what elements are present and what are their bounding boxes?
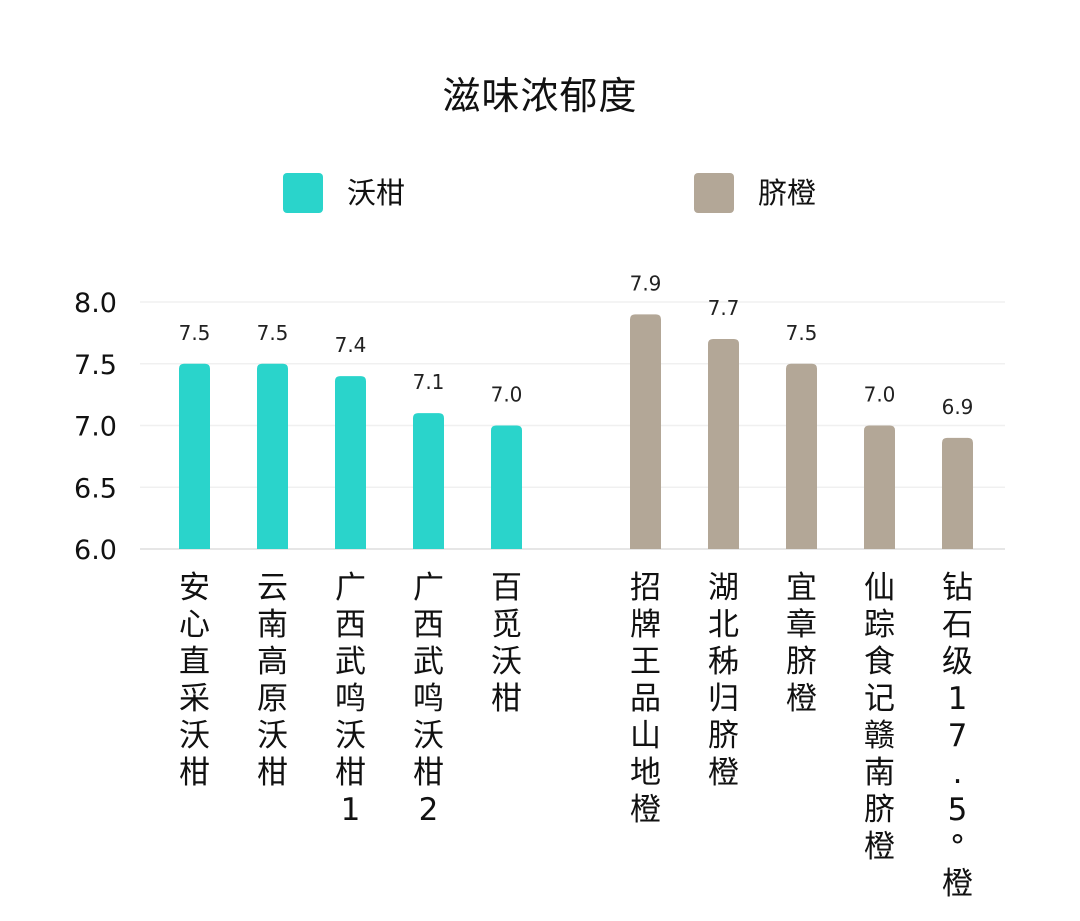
value-label: 6.9 bbox=[942, 395, 974, 419]
category-label: 招牌王品山地橙 bbox=[630, 570, 661, 828]
value-label: 7.9 bbox=[630, 271, 662, 295]
legend-item-mandarin: 沃柑 bbox=[283, 172, 405, 214]
value-label: 7.5 bbox=[179, 321, 211, 345]
bar bbox=[708, 339, 739, 549]
value-label: 7.5 bbox=[257, 321, 289, 345]
bar bbox=[942, 437, 973, 549]
value-label: 7.1 bbox=[413, 370, 445, 394]
category-label: 云南高原沃柑 bbox=[257, 570, 288, 791]
category-label: 百觅沃柑 bbox=[491, 570, 522, 717]
value-label: 7.5 bbox=[786, 321, 818, 345]
value-label: 7.4 bbox=[335, 333, 367, 357]
y-tick-label: 6.0 bbox=[74, 535, 117, 566]
bar bbox=[630, 314, 661, 549]
legend-swatch-mandarin bbox=[283, 173, 323, 213]
value-label: 7.7 bbox=[708, 296, 740, 320]
legend-item-navel-orange: 脐橙 bbox=[694, 172, 816, 214]
y-tick-label: 8.0 bbox=[74, 288, 117, 319]
y-tick-label: 7.0 bbox=[74, 412, 117, 443]
y-tick-label: 6.5 bbox=[74, 473, 117, 504]
category-label: 湖北秭归脐橙 bbox=[708, 570, 739, 791]
category-label: 安心直采沃柑 bbox=[179, 570, 210, 791]
bar bbox=[786, 363, 817, 549]
category-label: 钻石级 1 7. 5 °橙 bbox=[942, 570, 973, 902]
bar bbox=[257, 363, 288, 549]
legend-swatch-navel-orange bbox=[694, 173, 734, 213]
category-label: 宜章脐橙 bbox=[786, 570, 817, 717]
bar bbox=[413, 413, 444, 549]
y-tick-label: 7.5 bbox=[74, 350, 117, 381]
category-label: 仙踪食记赣南脐橙 bbox=[864, 570, 895, 865]
legend-label-mandarin: 沃柑 bbox=[347, 176, 406, 210]
category-label: 广西武鸣沃柑 2 bbox=[413, 570, 444, 828]
bar bbox=[335, 376, 366, 549]
chart-title: 滋味浓郁度 bbox=[442, 74, 638, 118]
legend-label-navel-orange: 脐橙 bbox=[758, 176, 817, 210]
value-label: 7.0 bbox=[491, 383, 523, 407]
value-label: 7.0 bbox=[864, 383, 896, 407]
bar bbox=[491, 425, 522, 549]
bar bbox=[179, 363, 210, 549]
bar bbox=[864, 425, 895, 549]
category-label: 广西武鸣沃柑 1 bbox=[335, 570, 366, 828]
